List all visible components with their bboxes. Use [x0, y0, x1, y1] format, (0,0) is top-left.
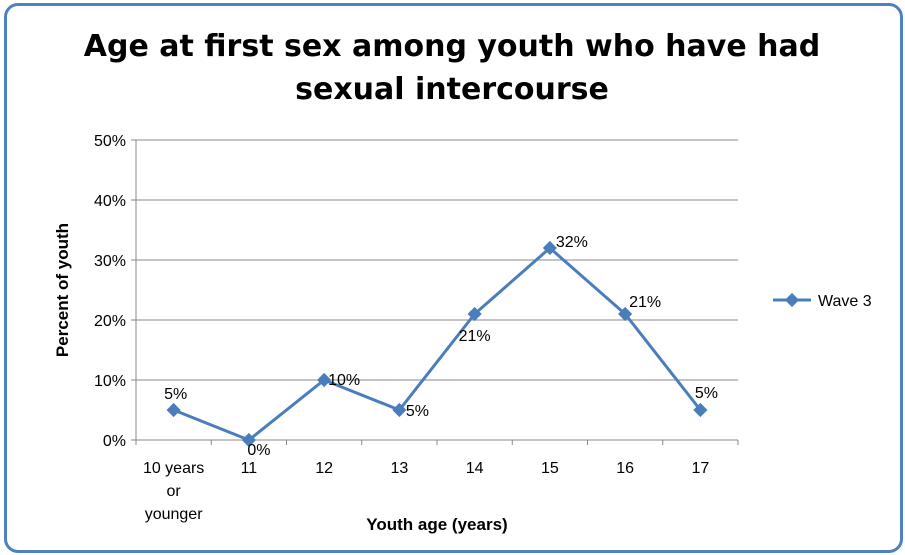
data-point-marker [618, 306, 633, 322]
x-tick-label-line: 11 [241, 460, 258, 477]
gridlines [131, 139, 738, 441]
y-tick-label: 50% [94, 133, 126, 150]
x-tick-label-line: 13 [390, 460, 408, 477]
x-tick-label: 15 [541, 460, 559, 477]
x-tick-label: 12 [315, 460, 333, 477]
data-point-marker [392, 402, 407, 418]
x-tick-label-line: 12 [315, 460, 333, 477]
legend-marker [784, 292, 800, 308]
data-point-marker [166, 402, 181, 418]
x-tick-label-line: or [167, 483, 182, 500]
data-label: 21% [629, 294, 661, 311]
x-tick-label-line: 10 years [143, 460, 204, 477]
x-tick-labels: 10 years or younger 11 12 13 14 15 16 17 [143, 460, 709, 523]
legend-label-wave-3: Wave 3 [818, 293, 872, 310]
x-axis-title: Youth age (years) [366, 515, 507, 534]
x-tick-label-line: 16 [616, 460, 634, 477]
data-label: 0% [247, 442, 270, 459]
axes [135, 140, 739, 445]
x-tick-label-line: 15 [541, 460, 559, 477]
chart-title-line-1: Age at first sex among youth who have ha… [84, 29, 820, 64]
data-point-marker [317, 372, 332, 388]
y-tick-labels: 0% 10% 20% 30% 40% 50% [94, 133, 126, 450]
x-tick-label: 17 [691, 460, 709, 477]
data-point-marker [241, 432, 256, 448]
data-label: 5% [406, 403, 429, 420]
data-label: 5% [164, 386, 187, 403]
data-label: 10% [328, 372, 360, 389]
y-tick-label: 30% [94, 253, 126, 270]
data-labels: 5% 0% 10% 5% 21% 32% 21% 5% [164, 234, 718, 459]
x-tick-label: 11 [241, 460, 258, 477]
chart-frame [4, 3, 903, 553]
data-point-marker [467, 306, 482, 322]
y-axis-title: Percent of youth [53, 223, 72, 357]
y-tick-label: 0% [103, 433, 126, 450]
x-tick-label-line: younger [145, 506, 203, 523]
legend: Wave 3 [773, 292, 872, 310]
y-tick-label: 20% [94, 313, 126, 330]
chart-title-line-2: sexual intercourse [295, 72, 609, 107]
x-tick-label: 14 [466, 460, 484, 477]
x-tick-label-line: 17 [691, 460, 709, 477]
series-line-wave-3 [173, 246, 702, 442]
data-label: 21% [459, 328, 491, 345]
x-tick-label: 13 [390, 460, 408, 477]
y-tick-label: 40% [94, 193, 126, 210]
data-point-marker [693, 402, 708, 418]
x-tick-label-line: 14 [466, 460, 484, 477]
data-point-marker [542, 240, 557, 256]
y-tick-label: 10% [94, 373, 126, 390]
data-label: 32% [556, 234, 588, 251]
x-tick-label: 10 years or younger [143, 460, 204, 523]
data-label: 5% [695, 385, 718, 402]
series-layer [166, 240, 708, 448]
x-tick-label: 16 [616, 460, 634, 477]
